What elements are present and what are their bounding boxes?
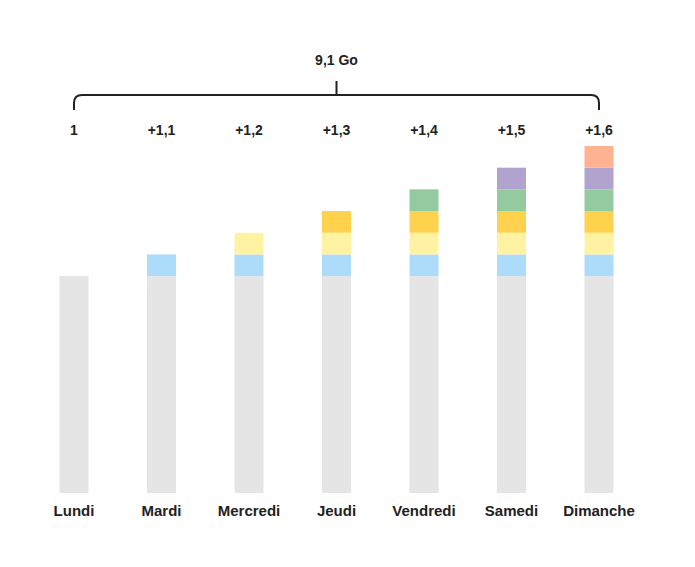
bar-segment <box>410 211 439 233</box>
bar-segment <box>497 254 526 276</box>
bar-segment <box>585 233 614 255</box>
bar-segment <box>497 276 526 493</box>
bar-segment <box>585 146 614 168</box>
category-label: Jeudi <box>317 502 356 519</box>
total-label: +1,6 <box>585 122 613 138</box>
bar-segment <box>147 276 176 493</box>
total-label: +1,4 <box>410 122 438 138</box>
bar-segment <box>235 276 264 493</box>
bar-segment <box>497 168 526 190</box>
total-label: +1,5 <box>498 122 526 138</box>
bars <box>60 146 614 493</box>
bar-segment <box>322 233 351 255</box>
total-label: 1 <box>70 122 78 138</box>
bar-segment <box>235 233 264 255</box>
bar-segment <box>410 189 439 211</box>
category-label: Samedi <box>485 502 538 519</box>
chart: Lundi Mardi Mercredi Jeudi Vendredi Samedi Dim… <box>0 0 695 567</box>
bar-segment <box>585 189 614 211</box>
bar-segment <box>497 189 526 211</box>
bar-segment <box>497 233 526 255</box>
bar-segment <box>585 211 614 233</box>
bar-segment <box>585 168 614 190</box>
bar-segment <box>322 211 351 233</box>
bar-segment <box>585 276 614 493</box>
category-label: Lundi <box>54 502 95 519</box>
bar-segment <box>235 254 264 276</box>
sum-label: 9,1 Go <box>315 52 358 68</box>
bar-segment <box>147 254 176 276</box>
category-label: Mercredi <box>218 502 281 519</box>
bar-segment <box>585 254 614 276</box>
category-label: Mardi <box>141 502 181 519</box>
category-label: Vendredi <box>392 502 455 519</box>
total-label: +1,2 <box>235 122 263 138</box>
bar-segment <box>410 233 439 255</box>
bar-segment <box>322 254 351 276</box>
bar-segment <box>410 254 439 276</box>
bar-segment <box>322 276 351 493</box>
category-label: Dimanche <box>563 502 635 519</box>
bar-segment <box>410 276 439 493</box>
total-label: +1,3 <box>323 122 351 138</box>
bar-segment <box>497 211 526 233</box>
total-label: +1,1 <box>148 122 176 138</box>
bar-segment <box>60 276 89 493</box>
sum-bracket <box>74 81 599 110</box>
